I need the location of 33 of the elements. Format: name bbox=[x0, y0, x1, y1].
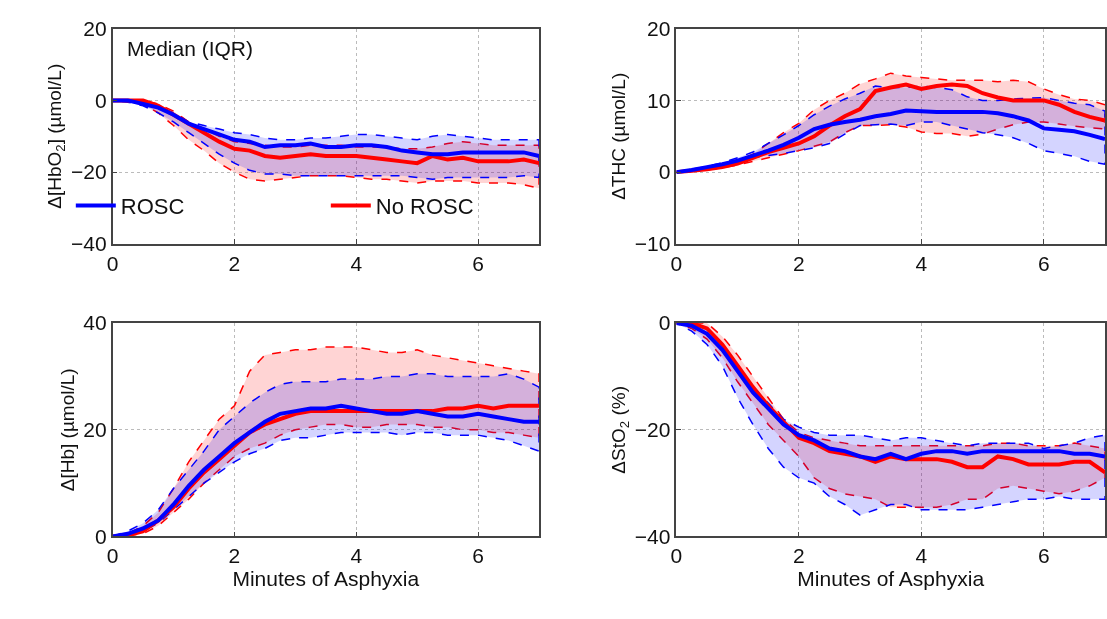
y-tick-label: −10 bbox=[634, 232, 671, 256]
x-tick-label: 2 bbox=[793, 544, 805, 568]
y-tick-label: 0 bbox=[94, 88, 107, 112]
y-axis-title: Δ[Hb] (µmol/L) bbox=[56, 368, 78, 492]
legend-label: ROSC bbox=[120, 194, 185, 220]
y-tick-label: 0 bbox=[94, 524, 107, 548]
y-tick-label: −40 bbox=[71, 232, 107, 256]
y-tick-label: 20 bbox=[83, 418, 107, 442]
y-tick-label: 10 bbox=[647, 88, 671, 112]
y-axis-title: ΔTHC (µmol/L) bbox=[608, 72, 630, 200]
x-tick-label: 4 bbox=[915, 544, 928, 568]
x-tick-label: 4 bbox=[350, 544, 363, 568]
x-tick-label: 6 bbox=[472, 251, 484, 275]
y-tick-label: 40 bbox=[83, 311, 107, 335]
x-tick-label: 6 bbox=[472, 544, 484, 568]
x-tick-label: 6 bbox=[1037, 251, 1050, 275]
legend-label: No ROSC bbox=[375, 194, 474, 220]
annotation: Median (IQR) bbox=[127, 37, 254, 60]
y-tick-label: −40 bbox=[634, 524, 671, 548]
x-tick-label: 2 bbox=[228, 544, 241, 568]
y-tick-label: 0 bbox=[658, 311, 671, 335]
y-tick-label: 20 bbox=[647, 17, 671, 41]
y-tick-label: −20 bbox=[634, 418, 671, 442]
x-tick-label: 6 bbox=[1037, 544, 1050, 568]
x-tick-label: 2 bbox=[228, 251, 241, 275]
x-tick-label: 4 bbox=[350, 251, 363, 275]
y-tick-label: −20 bbox=[71, 160, 107, 184]
y-tick-label: 0 bbox=[658, 160, 671, 184]
x-tick-label: 4 bbox=[915, 251, 928, 275]
y-tick-label: 20 bbox=[83, 17, 107, 41]
x-tick-label: 2 bbox=[793, 251, 805, 275]
x-axis-title: Minutes of Asphyxia bbox=[797, 567, 985, 591]
x-axis-title: Minutes of Asphyxia bbox=[232, 567, 420, 591]
